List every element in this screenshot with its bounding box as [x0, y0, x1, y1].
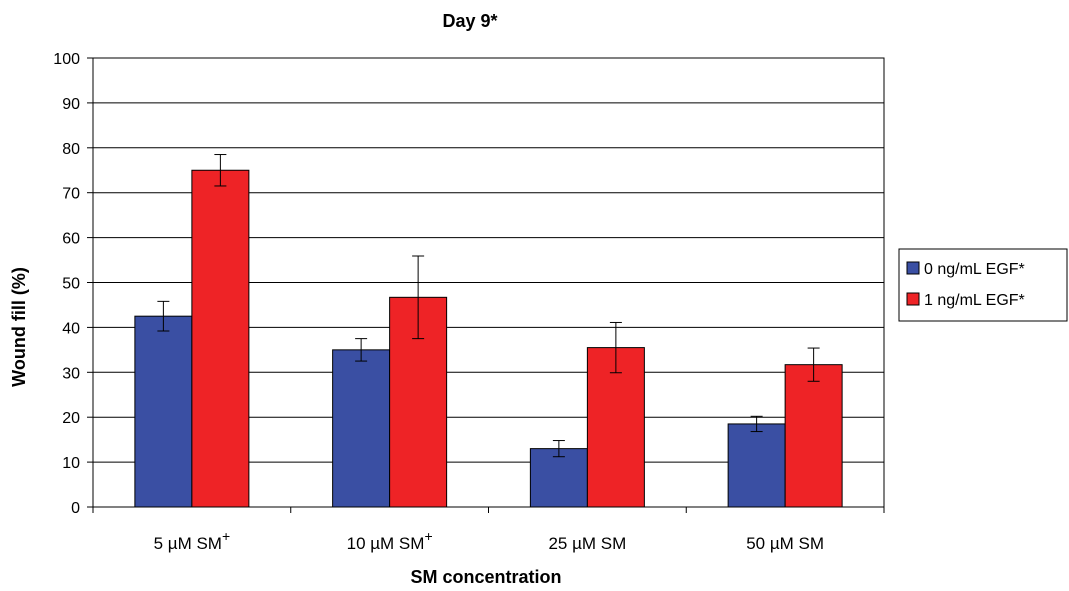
- x-tick-label: 50 µM SM: [746, 534, 824, 553]
- y-tick-label: 20: [62, 410, 80, 427]
- x-tick-label-superscript: +: [222, 528, 230, 544]
- bar: [727, 423, 786, 508]
- y-tick-label: 50: [62, 276, 80, 293]
- y-tick-label: 70: [62, 186, 80, 203]
- x-tick-label-text: 5 µM SM: [154, 534, 222, 553]
- bar: [332, 349, 391, 508]
- bar: [586, 347, 645, 508]
- x-tick-label: 10 µM SM+: [347, 528, 433, 553]
- y-tick-label: 100: [53, 51, 80, 68]
- x-axis-title: SM concentration: [410, 567, 561, 587]
- x-tick-label-text: 10 µM SM: [347, 534, 425, 553]
- x-tick-label-text: 50 µM SM: [746, 534, 824, 553]
- legend-label: 1 ng/mL EGF*: [924, 292, 1025, 309]
- legend-label: 0 ng/mL EGF*: [924, 261, 1025, 278]
- y-tick-label: 30: [62, 365, 80, 382]
- error-bars: [157, 154, 820, 458]
- x-tick-label: 5 µM SM+: [154, 528, 231, 553]
- x-tick-label-text: 25 µM SM: [548, 534, 626, 553]
- y-tick-label: 60: [62, 231, 80, 248]
- y-tick-label: 0: [71, 500, 80, 517]
- legend-box: [898, 248, 1068, 322]
- y-tick-label: 80: [62, 141, 80, 158]
- x-tick-label: 25 µM SM: [548, 534, 626, 553]
- bar: [134, 315, 193, 508]
- legend-swatch: [906, 292, 920, 306]
- chart-title: Day 9*: [442, 11, 497, 31]
- x-tick-label-superscript: +: [424, 528, 432, 544]
- bar: [529, 448, 588, 508]
- y-axis-title: Wound fill (%): [9, 267, 29, 387]
- y-axis-ticks: 0 10 20 30 40 50 60 70 80 90 100: [53, 51, 93, 517]
- y-tick-label: 90: [62, 96, 80, 113]
- y-tick-label: 40: [62, 320, 80, 337]
- legend: 0 ng/mL EGF* 1 ng/mL EGF*: [898, 248, 1068, 322]
- bars: [134, 169, 843, 508]
- legend-swatch: [906, 261, 920, 275]
- y-tick-label: 10: [62, 455, 80, 472]
- bar: [784, 364, 843, 508]
- bar: [191, 169, 250, 508]
- x-axis-ticks: 5 µM SM+ 10 µM SM+ 25 µM SM 50 µM SM: [92, 507, 885, 553]
